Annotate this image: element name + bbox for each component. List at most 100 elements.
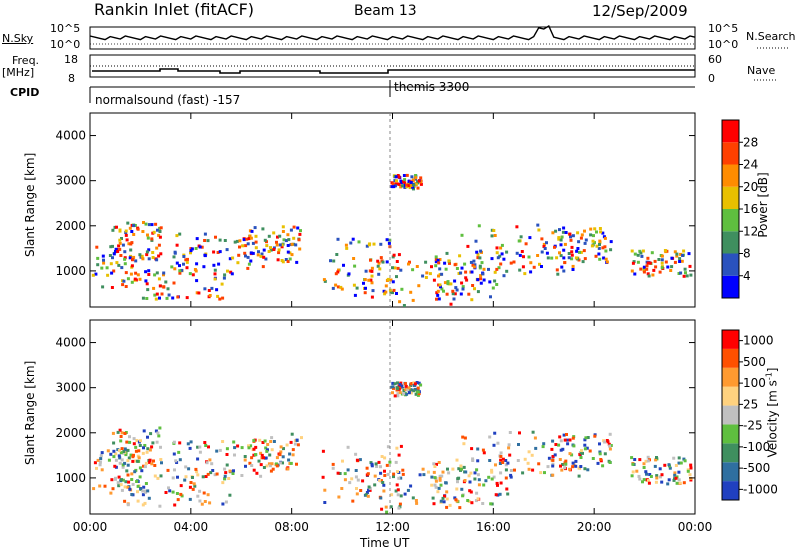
x-tick-label: 16:00 bbox=[476, 520, 511, 534]
data-cell bbox=[445, 251, 449, 255]
data-cell bbox=[92, 487, 96, 491]
data-cell bbox=[445, 490, 449, 494]
data-cell bbox=[415, 501, 419, 505]
nsky-tick-bottom: 10^0 bbox=[50, 38, 81, 51]
colorbar-segment bbox=[722, 348, 739, 368]
freq-series bbox=[92, 68, 695, 74]
data-cell bbox=[560, 235, 564, 239]
data-cell bbox=[527, 450, 531, 454]
data-cell bbox=[179, 492, 183, 496]
nave-label: Nave bbox=[747, 64, 776, 77]
data-cell bbox=[182, 262, 185, 266]
data-cell bbox=[216, 294, 220, 298]
data-cell bbox=[171, 490, 175, 494]
data-cell bbox=[396, 470, 399, 474]
data-cell bbox=[157, 277, 161, 281]
data-cell bbox=[132, 453, 135, 457]
data-cell bbox=[575, 249, 579, 253]
data-cell bbox=[250, 464, 254, 467]
data-cell bbox=[123, 447, 127, 451]
data-cell bbox=[660, 254, 664, 258]
data-cell bbox=[250, 456, 254, 460]
data-cell bbox=[188, 485, 192, 489]
data-cell bbox=[279, 450, 283, 454]
data-cell bbox=[579, 236, 583, 240]
data-cell bbox=[116, 481, 120, 485]
data-cell bbox=[495, 481, 499, 485]
data-cell bbox=[497, 266, 501, 270]
data-cell bbox=[195, 279, 199, 283]
data-cell bbox=[351, 237, 355, 241]
data-cell bbox=[190, 247, 194, 251]
data-cell bbox=[682, 457, 686, 461]
data-cell bbox=[583, 241, 587, 245]
data-cell bbox=[595, 244, 599, 248]
data-cell bbox=[437, 461, 441, 464]
data-cell bbox=[111, 228, 115, 232]
data-cell bbox=[517, 239, 521, 243]
data-cell bbox=[467, 292, 471, 296]
data-cell bbox=[556, 272, 560, 276]
data-cell bbox=[501, 457, 505, 461]
data-cell bbox=[482, 451, 486, 455]
data-cell bbox=[100, 451, 104, 455]
x-axis-label: Time UT bbox=[360, 536, 410, 550]
data-cell bbox=[409, 391, 413, 395]
data-cell bbox=[118, 456, 122, 460]
data-cell bbox=[297, 238, 301, 242]
data-cell bbox=[607, 442, 611, 446]
data-cell bbox=[461, 287, 465, 291]
data-cell bbox=[145, 250, 149, 254]
data-cell bbox=[354, 452, 358, 456]
data-cell bbox=[606, 440, 610, 444]
data-cell bbox=[542, 242, 546, 246]
data-cell bbox=[166, 287, 170, 291]
data-cell bbox=[416, 390, 420, 394]
data-cell bbox=[443, 494, 446, 498]
data-cell bbox=[99, 454, 103, 458]
data-cell bbox=[460, 281, 464, 285]
data-cell bbox=[602, 235, 606, 239]
data-cell bbox=[269, 248, 273, 252]
data-cell bbox=[589, 227, 593, 231]
data-cell bbox=[179, 484, 183, 488]
data-cell bbox=[385, 260, 389, 264]
data-cell bbox=[196, 494, 200, 498]
data-cell bbox=[538, 262, 541, 266]
data-cell bbox=[116, 430, 120, 434]
data-cell bbox=[648, 473, 652, 476]
data-cell bbox=[391, 391, 394, 395]
data-cell bbox=[639, 267, 643, 271]
data-cell bbox=[367, 278, 371, 282]
data-cell bbox=[173, 251, 177, 255]
data-cell bbox=[674, 464, 678, 467]
data-cell bbox=[119, 451, 123, 455]
data-cell bbox=[505, 487, 509, 491]
data-cell bbox=[250, 229, 254, 233]
data-cell bbox=[559, 448, 563, 452]
data-cell bbox=[112, 455, 116, 459]
data-cell bbox=[415, 381, 419, 384]
data-cell bbox=[150, 237, 154, 241]
data-cell bbox=[245, 237, 249, 241]
data-cell bbox=[118, 241, 122, 245]
data-cell bbox=[101, 254, 105, 258]
data-cell bbox=[508, 453, 512, 457]
data-cell bbox=[272, 248, 276, 251]
data-cell bbox=[221, 440, 225, 443]
data-cell bbox=[220, 282, 224, 286]
data-cell bbox=[555, 268, 559, 272]
data-cell bbox=[138, 475, 142, 479]
data-cell bbox=[414, 176, 418, 180]
data-cell bbox=[480, 261, 484, 265]
data-cell bbox=[331, 466, 335, 470]
data-cell bbox=[123, 499, 127, 503]
nsky-tick-top: 10^5 bbox=[50, 22, 81, 35]
data-cell bbox=[206, 239, 210, 243]
data-cell bbox=[394, 182, 398, 186]
data-cell bbox=[517, 443, 520, 446]
data-cell bbox=[126, 503, 130, 507]
data-cell bbox=[117, 448, 121, 452]
data-cell bbox=[108, 254, 112, 257]
data-cell bbox=[438, 283, 442, 287]
